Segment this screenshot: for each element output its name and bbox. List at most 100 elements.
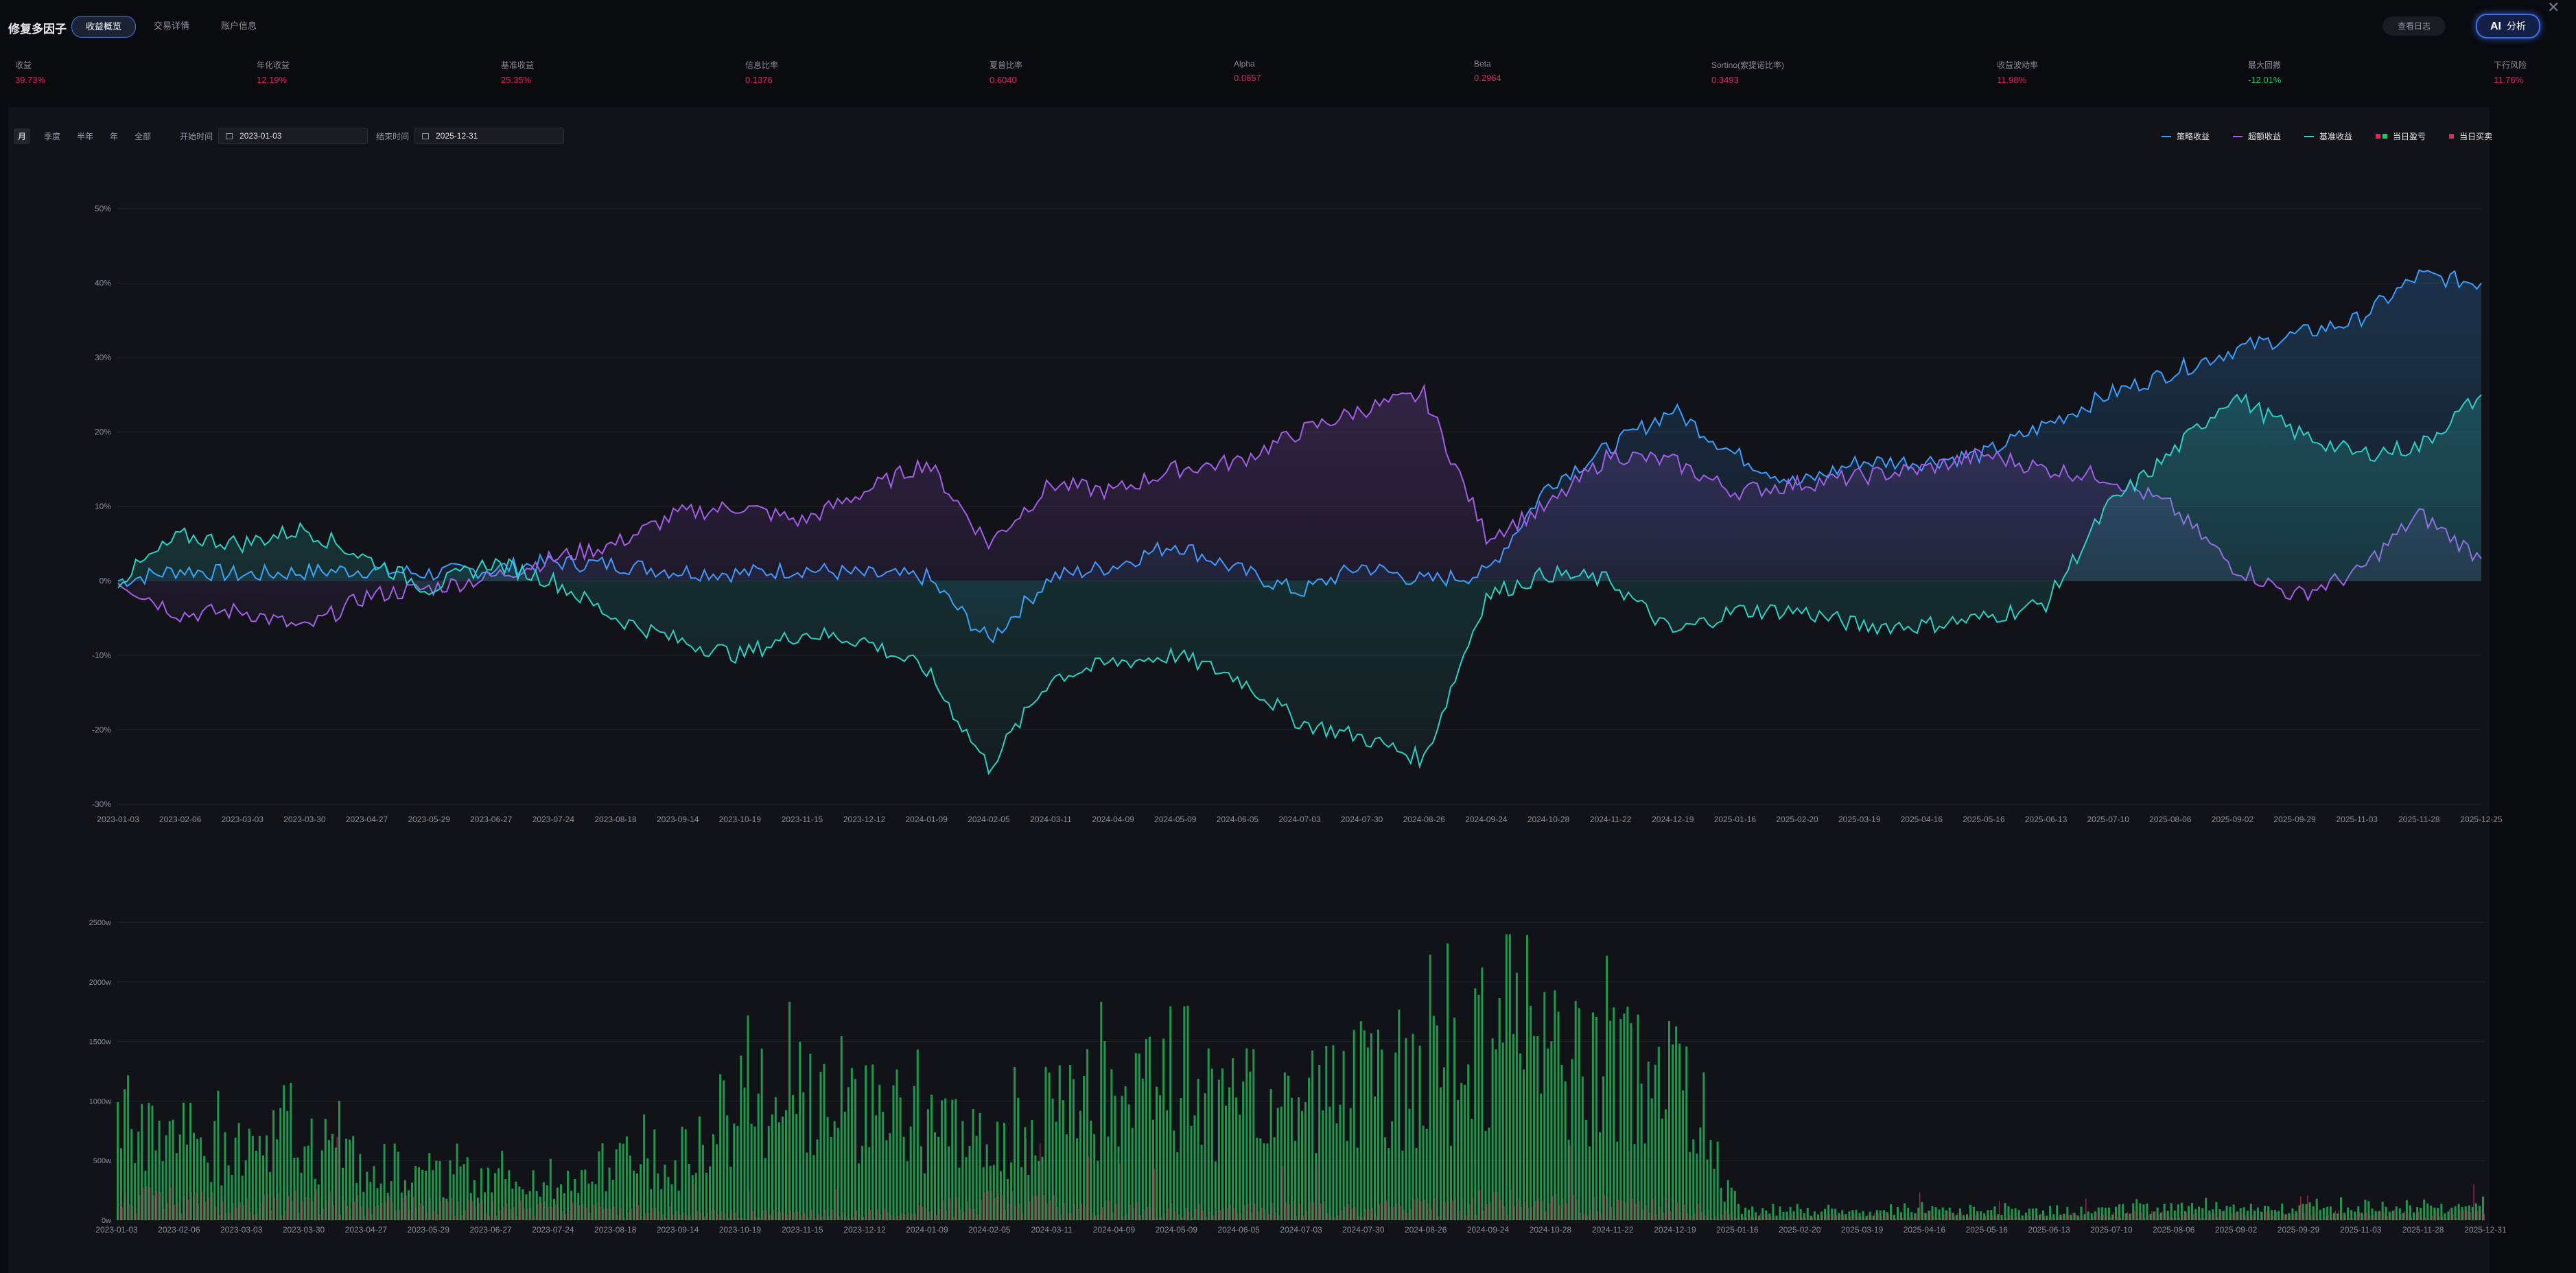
x-tick-label: 2024-03-11 (1031, 1225, 1073, 1235)
x-tick-label: 2025-05-16 (1966, 1225, 2009, 1235)
x-tick-label: 2024-09-24 (1465, 815, 1508, 824)
bar-daily-trade (908, 1213, 909, 1220)
bar-daily-trade (343, 1200, 345, 1220)
bar-daily-trade (1974, 1215, 1976, 1220)
bar-daily-trade (1521, 1206, 1522, 1220)
period-half-year[interactable]: 半年 (77, 131, 94, 141)
tab-overview[interactable]: 收益概览 (71, 16, 137, 38)
bar-daily-pnl (1290, 1097, 1293, 1220)
x-tick-label: 2025-12-25 (2460, 815, 2503, 824)
legend-strategy[interactable]: 策略收益 (2162, 130, 2210, 142)
bar-daily-trade (1112, 1212, 1114, 1220)
bar-daily-trade (364, 1216, 366, 1220)
tab-trades[interactable]: 交易详情 (154, 21, 190, 31)
bar-daily-pnl (2236, 1211, 2238, 1220)
bar-daily-pnl (2059, 1215, 2062, 1220)
bar-daily-pnl (193, 1132, 195, 1220)
bar-daily-trade (2220, 1211, 2222, 1220)
bar-daily-pnl (753, 1126, 756, 1220)
bar-daily-pnl (2274, 1210, 2277, 1220)
bar-daily-trade (1545, 1211, 1547, 1220)
bar-daily-trade (627, 1212, 629, 1220)
bar-daily-pnl (2332, 1213, 2335, 1220)
bar-daily-pnl (2315, 1198, 2318, 1220)
view-log-button[interactable]: 查看日志 (2382, 16, 2446, 36)
bar-daily-trade (1705, 1215, 1706, 1220)
bar-daily-trade (1129, 1204, 1131, 1220)
bar-daily-trade (2026, 1215, 2028, 1220)
series-area (118, 395, 2481, 774)
bar-daily-trade (693, 1184, 694, 1220)
bar-daily-pnl (172, 1119, 174, 1220)
bar-daily-pnl (1024, 1127, 1027, 1220)
bar-daily-pnl (1090, 1121, 1092, 1220)
bar-daily-trade (1663, 1212, 1664, 1220)
bar-daily-pnl (2188, 1206, 2190, 1220)
bar-daily-trade (1559, 1205, 1560, 1220)
x-tick-label: 2023-01-03 (95, 1225, 138, 1235)
bar-daily-pnl (1242, 1081, 1245, 1220)
tab-account[interactable]: 账户信息 (221, 21, 257, 31)
bar-daily-pnl (1415, 1147, 1418, 1220)
close-icon[interactable]: ✕ (2547, 0, 2560, 16)
bar-daily-pnl (1356, 1147, 1359, 1220)
metric-total-return: 收益 39.73% (15, 60, 46, 85)
bar-daily-trade (2373, 1215, 2374, 1220)
bar-daily-trade (2324, 1217, 2326, 1220)
legend-benchmark[interactable]: 基准收益 (2304, 130, 2352, 142)
y-tick-label: 20% (95, 428, 111, 437)
legend-daily-trades[interactable]: 当日买卖 (2449, 130, 2492, 142)
bar-daily-pnl (608, 1167, 611, 1220)
period-month[interactable]: 月 (14, 128, 31, 144)
bar-daily-pnl (1872, 1215, 1875, 1220)
bar-daily-trade (2428, 1217, 2430, 1220)
bar-daily-trade (1940, 1217, 1941, 1220)
bar-daily-pnl (1450, 1145, 1452, 1220)
ai-analysis-button[interactable]: AI 分析 (2476, 14, 2540, 38)
bar-daily-pnl (567, 1170, 570, 1220)
bar-daily-trade (1434, 1198, 1436, 1220)
bar-daily-pnl (1540, 1093, 1543, 1220)
bar-daily-pnl (1921, 1202, 1923, 1220)
bar-daily-pnl (1647, 1062, 1650, 1220)
bar-daily-trade (1372, 1208, 1373, 1220)
bar-daily-trade (548, 1207, 549, 1220)
bar-daily-pnl (1827, 1204, 1830, 1220)
bar-daily-trade (998, 1193, 999, 1220)
period-year[interactable]: 年 (110, 131, 119, 141)
start-date-input[interactable]: 2023-01-03 (218, 128, 368, 144)
end-date-input[interactable]: 2025-12-31 (414, 128, 565, 144)
bar-daily-trade (2452, 1213, 2454, 1220)
bar-daily-trade (1399, 1206, 1401, 1220)
bar-daily-pnl (1897, 1207, 1899, 1220)
bar-daily-pnl (1765, 1210, 1768, 1220)
bar-daily-trade (2414, 1218, 2415, 1220)
y-tick-label: -30% (92, 799, 111, 809)
period-quarter[interactable]: 季度 (44, 131, 61, 141)
bar-daily-trade (527, 1208, 528, 1220)
bar-daily-trade (1569, 1145, 1571, 1220)
bar-daily-trade (516, 1216, 518, 1220)
bar-daily-pnl (1065, 1134, 1068, 1220)
bar-daily-pnl (2364, 1200, 2367, 1220)
x-tick-label: 2023-10-19 (719, 1225, 762, 1235)
bar-daily-trade (942, 1200, 944, 1220)
returns-line-chart: 50%40%30%20%10%0%-10%-20%-30%2023-01-03 2… (92, 204, 2503, 824)
bar-daily-trade (2179, 1217, 2180, 1220)
bar-daily-trade (2033, 1219, 2035, 1220)
bar-daily-pnl (1353, 1029, 1355, 1220)
x-tick-label: 2025-06-13 (2028, 1225, 2070, 1235)
bar-daily-trade (925, 1208, 926, 1220)
legend-excess[interactable]: 超额收益 (2233, 130, 2281, 142)
bar-daily-pnl (1197, 1079, 1199, 1220)
period-all[interactable]: 全部 (134, 131, 152, 141)
bar-daily-pnl (882, 1112, 885, 1220)
legend-daily-pnl[interactable]: 当日盈亏 (2376, 130, 2426, 142)
bar-daily-trade (1420, 1201, 1422, 1220)
bar-daily-pnl (1958, 1208, 1961, 1220)
bar-daily-pnl (2056, 1205, 2059, 1220)
bar-daily-trade (1739, 1217, 1740, 1220)
bar-daily-trade (1379, 1204, 1381, 1220)
bar-daily-pnl (1664, 1109, 1667, 1220)
bar-daily-trade (180, 1213, 182, 1220)
